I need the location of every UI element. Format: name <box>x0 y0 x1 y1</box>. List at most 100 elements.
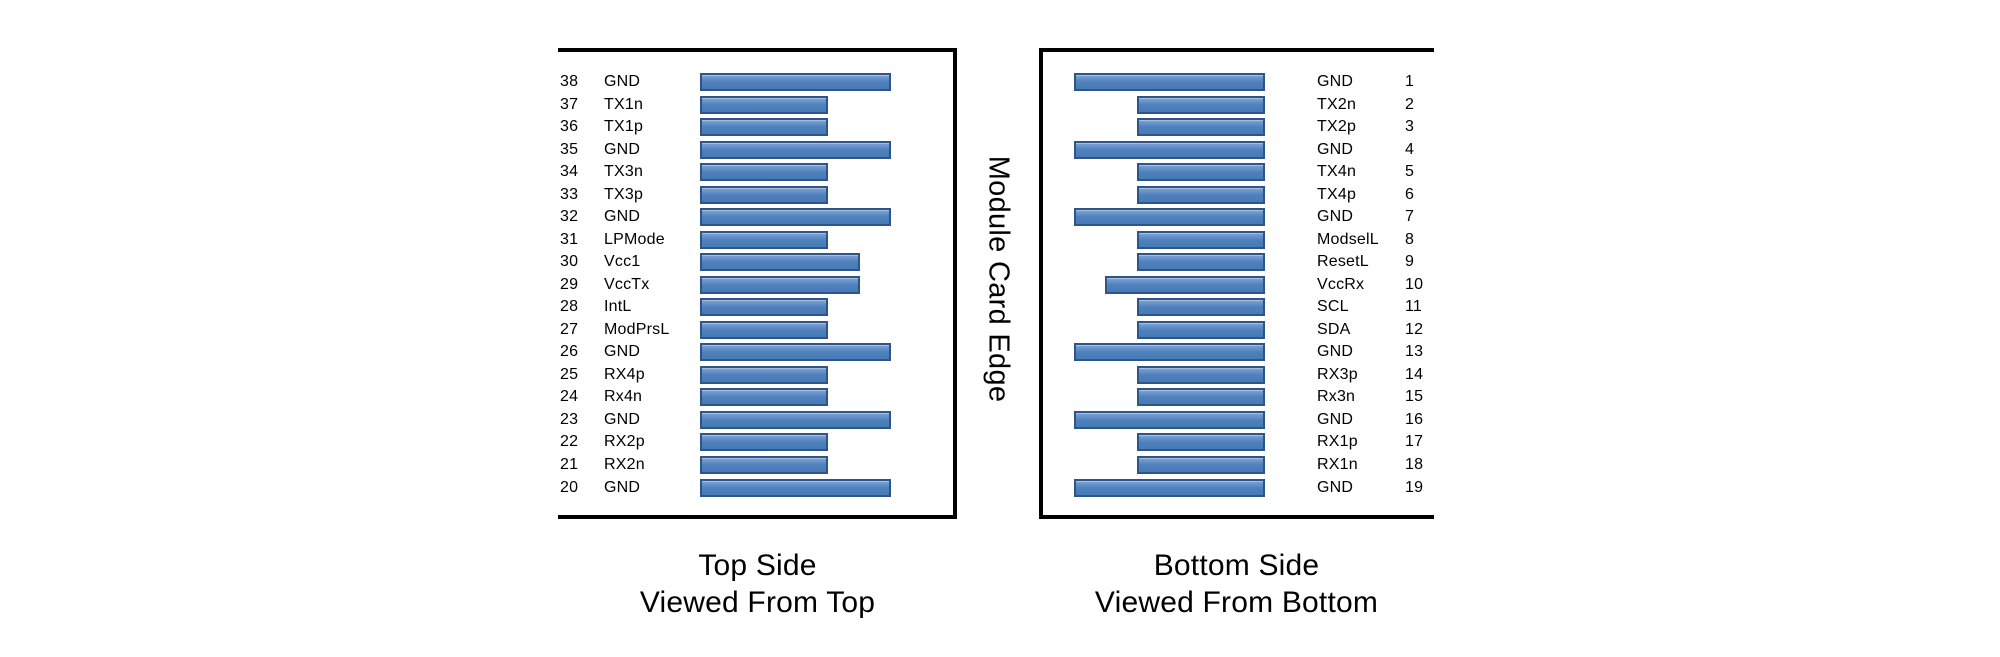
pin-row: 32 GND <box>558 208 953 227</box>
pin-name: VccTx <box>604 275 650 293</box>
pin-number: 18 <box>1405 456 1424 473</box>
pin-pad-bar <box>1137 230 1265 249</box>
pin-pad-bar <box>700 95 828 114</box>
pin-name: LPMode <box>604 230 665 248</box>
pin-number: 34 <box>560 163 579 181</box>
pin-name: GND <box>1317 208 1354 226</box>
pin-number: 23 <box>560 410 579 428</box>
pin-number: 14 <box>1405 365 1424 383</box>
pin-pad-bar <box>700 410 891 429</box>
top-side-panel: 38 GND 37 TX1n 36 TX1p 35 GND 34 TX3n 33 TX3p 32 GND 3… <box>558 48 957 519</box>
pin-name: GND <box>604 140 641 158</box>
pin-row: 22 RX2p <box>558 433 953 452</box>
pin-name: GND <box>1317 478 1354 496</box>
pin-row: 18 RX1n <box>1043 456 1434 474</box>
pin-row: 27 ModPrsL <box>558 320 953 339</box>
pin-pad-bar <box>700 118 828 137</box>
pin-row: 25 RX4p <box>558 365 953 384</box>
pin-row: 15 Rx3n <box>1043 388 1434 407</box>
pin-row: 23 GND <box>558 410 953 429</box>
pin-row: 17 RX1p <box>1043 433 1434 452</box>
pin-number: 13 <box>1405 343 1424 361</box>
pin-name: TX1p <box>604 118 644 136</box>
caption-line-1: Bottom Side <box>1153 549 1320 582</box>
bottom-side-panel: 1 GND 2 TX2n 3 TX2p 4 GND 5 TX4n 6 TX4p 7 GND 8 ModselL… <box>1039 48 1434 519</box>
pin-pad-bar <box>700 253 860 272</box>
pin-number: 25 <box>560 365 579 383</box>
pin-pad-bar <box>1137 456 1265 474</box>
pin-number: 5 <box>1405 163 1415 181</box>
pin-name: Rx3n <box>1317 388 1356 406</box>
pin-number: 35 <box>560 140 579 158</box>
pin-number: 11 <box>1405 298 1423 316</box>
pin-number: 31 <box>560 230 579 248</box>
pin-row: 8 ModselL <box>1043 230 1434 249</box>
pin-pad-bar <box>1137 433 1265 452</box>
pin-row: 20 GND <box>558 478 953 497</box>
pin-number: 2 <box>1405 95 1415 113</box>
pin-pad-bar <box>1105 275 1265 294</box>
pin-number: 4 <box>1405 140 1415 158</box>
pin-number: 17 <box>1405 433 1424 451</box>
pin-name: GND <box>1317 343 1354 361</box>
pin-pad-bar <box>1137 95 1265 114</box>
pin-pad-bar <box>700 163 828 182</box>
bottom-side-rows: 1 GND 2 TX2n 3 TX2p 4 GND 5 TX4n 6 TX4p 7 GND 8 ModselL… <box>1043 52 1434 515</box>
pin-name: GND <box>1317 73 1354 90</box>
module-card-edge-column: Module Card Edge <box>957 48 1039 519</box>
pin-pad-bar <box>1137 185 1265 204</box>
pin-pad-bar <box>700 365 828 384</box>
pin-name: GND <box>1317 140 1354 158</box>
pin-row: 5 TX4n <box>1043 163 1434 182</box>
pin-number: 24 <box>560 388 579 406</box>
pin-name: Vcc1 <box>604 253 641 271</box>
pin-pad-bar <box>700 208 891 227</box>
module-card-edge-label: Module Card Edge <box>982 155 1015 403</box>
pin-number: 7 <box>1405 208 1415 226</box>
pin-name: TX3p <box>604 185 644 203</box>
pin-row: 12 SDA <box>1043 320 1434 339</box>
pin-row: 36 TX1p <box>558 118 953 137</box>
pin-name: VccRx <box>1317 275 1365 293</box>
pin-pad-bar <box>1137 163 1265 182</box>
pin-name: RX1n <box>1317 456 1358 473</box>
pin-row: 3 TX2p <box>1043 118 1434 137</box>
pin-row: 1 GND <box>1043 73 1434 91</box>
pin-number: 3 <box>1405 118 1415 136</box>
bottom-side-caption: Bottom Side Viewed From Bottom <box>1039 547 1434 621</box>
pin-number: 37 <box>560 95 579 113</box>
pin-name: RX1p <box>1317 433 1358 451</box>
pin-pad-bar <box>1074 410 1265 429</box>
pin-name: GND <box>604 73 641 90</box>
pin-name: TX4n <box>1317 163 1357 181</box>
pin-pad-bar <box>700 433 828 452</box>
pin-name: RX4p <box>604 365 645 383</box>
pin-number: 27 <box>560 320 579 338</box>
pin-row: 11 SCL <box>1043 298 1434 317</box>
pin-pad-bar <box>1137 320 1265 339</box>
pin-row: 35 GND <box>558 140 953 159</box>
pin-row: 33 TX3p <box>558 185 953 204</box>
pin-number: 30 <box>560 253 579 271</box>
pin-name: IntL <box>604 298 632 316</box>
pin-pad-bar <box>1137 388 1265 407</box>
pin-number: 12 <box>1405 320 1424 338</box>
pin-number: 20 <box>560 478 579 496</box>
pin-row: 6 TX4p <box>1043 185 1434 204</box>
pin-row: 30 Vcc1 <box>558 253 953 272</box>
pin-pad-bar <box>1074 73 1265 91</box>
pin-pad-bar <box>700 456 828 474</box>
caption-line-1: Top Side <box>698 549 817 582</box>
pin-number: 28 <box>560 298 579 316</box>
pin-pad-bar <box>1074 343 1265 362</box>
pin-number: 22 <box>560 433 579 451</box>
pin-name: RX3p <box>1317 365 1358 383</box>
top-side-caption: Top Side Viewed From Top <box>558 547 957 621</box>
pin-row: 14 RX3p <box>1043 365 1434 384</box>
pin-pad-bar <box>1074 140 1265 159</box>
pin-row: 13 GND <box>1043 343 1434 362</box>
pin-number: 1 <box>1405 73 1415 90</box>
pin-name: SDA <box>1317 320 1351 338</box>
pin-number: 10 <box>1405 275 1424 293</box>
pin-number: 36 <box>560 118 579 136</box>
